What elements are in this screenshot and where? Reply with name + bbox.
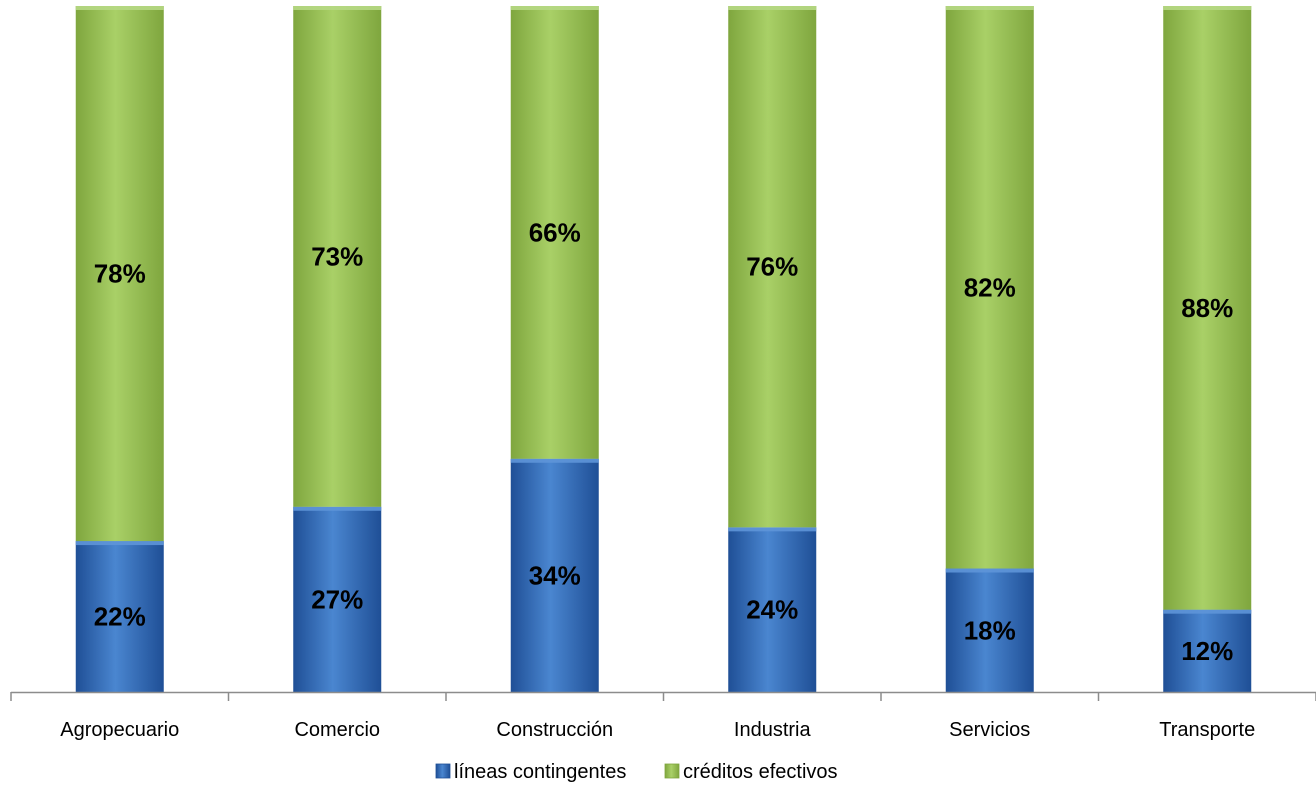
- category-label-3: Construcción: [496, 719, 613, 741]
- data-label-lineas-contingentes-3: 34%: [529, 560, 581, 590]
- data-labels-layer: 22% 78% 27% 73% 34% 66% 24% 76% 18% 82% 12% 88%: [94, 217, 1234, 665]
- data-label-creditos-efectivos-5: 82%: [964, 272, 1016, 302]
- bar-lineas-contingentes-4: [728, 527, 817, 692]
- bar-creditos-efectivos-5: [945, 6, 1034, 569]
- bar-creditos-efectivos-4: [728, 6, 817, 528]
- bar-lineas-contingentes-3: [510, 458, 599, 692]
- category-label-6: Transporte: [1159, 719, 1255, 741]
- bar-bevel-creditos-efectivos-5: [945, 6, 1034, 10]
- bar-bevel-creditos-efectivos-3: [510, 6, 599, 10]
- data-label-lineas-contingentes-2: 27%: [311, 584, 363, 614]
- x-axis: Agropecuario Comercio Construcción Industri…: [10, 691, 1316, 741]
- data-label-creditos-efectivos-3: 66%: [529, 217, 581, 247]
- legend-swatch-creditos-efectivos: [664, 763, 680, 779]
- bar-bevel-lineas-contingentes-6: [1163, 609, 1252, 614]
- category-label-1: Agropecuario: [60, 719, 179, 741]
- bar-creditos-efectivos-3: [510, 6, 599, 459]
- data-label-lineas-contingentes-4: 24%: [746, 595, 798, 625]
- bars-layer: [75, 6, 1252, 692]
- legend-label-creditos-efectivos: créditos efectivos: [683, 761, 838, 783]
- bar-bevel-lineas-contingentes-1: [75, 541, 164, 546]
- data-label-creditos-efectivos-2: 73%: [311, 241, 363, 271]
- data-label-lineas-contingentes-5: 18%: [964, 615, 1016, 645]
- bar-lineas-contingentes-1: [75, 541, 164, 692]
- bar-creditos-efectivos-6: [1163, 6, 1252, 610]
- data-label-creditos-efectivos-1: 78%: [94, 259, 146, 289]
- category-label-4: Industria: [734, 719, 812, 741]
- bar-bevel-creditos-efectivos-4: [728, 6, 817, 10]
- bar-lineas-contingentes-6: [1163, 609, 1252, 692]
- bar-bevel-lineas-contingentes-5: [945, 568, 1034, 573]
- data-label-creditos-efectivos-4: 76%: [746, 252, 798, 282]
- bar-bevel-creditos-efectivos-6: [1163, 6, 1252, 10]
- bar-creditos-efectivos-2: [293, 6, 382, 507]
- data-label-lineas-contingentes-6: 12%: [1181, 636, 1233, 666]
- bar-creditos-efectivos-1: [75, 6, 164, 542]
- legend: líneas contingentes créditos efectivos: [435, 761, 838, 783]
- bar-bevel-creditos-efectivos-1: [75, 6, 164, 10]
- category-label-2: Comercio: [294, 719, 380, 741]
- bar-bevel-lineas-contingentes-4: [728, 527, 817, 532]
- bar-bevel-lineas-contingentes-2: [293, 506, 382, 511]
- bar-lineas-contingentes-5: [945, 568, 1034, 692]
- legend-label-lineas-contingentes: líneas contingentes: [454, 761, 626, 783]
- category-label-5: Servicios: [949, 719, 1030, 741]
- bar-bevel-creditos-efectivos-2: [293, 6, 382, 10]
- bar-lineas-contingentes-2: [293, 506, 382, 692]
- data-label-lineas-contingentes-1: 22%: [94, 602, 146, 632]
- data-label-creditos-efectivos-6: 88%: [1181, 293, 1233, 323]
- bar-bevel-lineas-contingentes-3: [510, 458, 599, 463]
- legend-swatch-lineas-contingentes: [435, 763, 451, 779]
